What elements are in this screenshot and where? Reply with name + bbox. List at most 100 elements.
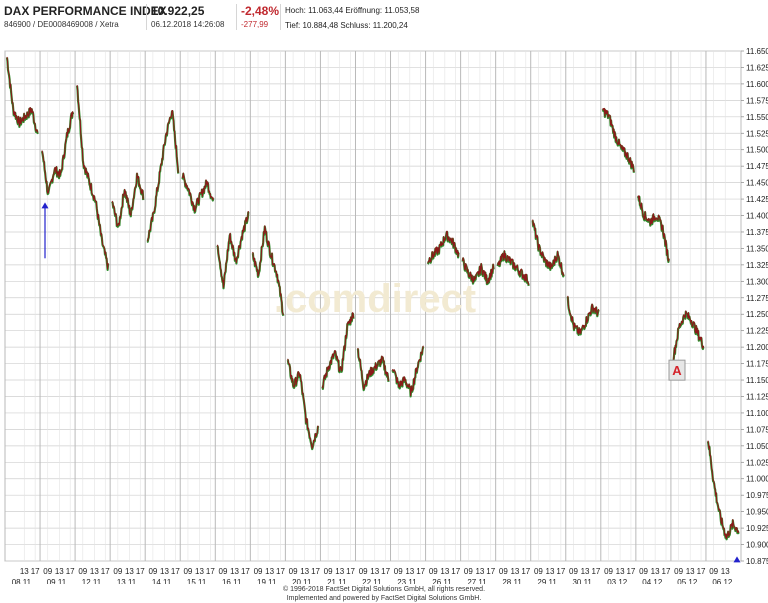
y-tick-label: 11.650 bbox=[746, 47, 768, 56]
y-tick-label: 11.550 bbox=[746, 113, 768, 122]
change-absolute: -277,99 bbox=[241, 20, 269, 29]
y-tick-label: 11.125 bbox=[746, 392, 768, 401]
date-tick-label: 29.11. bbox=[537, 578, 559, 584]
y-tick-label: 11.325 bbox=[746, 261, 768, 270]
series-segment-down bbox=[462, 257, 495, 284]
date-tick-label: 27.11. bbox=[467, 578, 489, 584]
event-marker-label: A bbox=[672, 363, 682, 378]
header-divider bbox=[146, 4, 147, 30]
instrument-block: DAX PERFORMANCE INDEX 846900 / DE0008469… bbox=[4, 4, 167, 31]
hour-tick-label: 17 bbox=[626, 567, 635, 576]
y-tick-label: 11.600 bbox=[746, 80, 768, 89]
series-segment-up bbox=[321, 312, 355, 390]
copyright-footer: © 1996-2018 FactSet Digital Solutions Gm… bbox=[0, 585, 768, 603]
blue-arrow-icon-head bbox=[733, 556, 741, 563]
y-tick-label: 11.100 bbox=[746, 409, 768, 418]
date-tick-label: 16.11. bbox=[222, 578, 244, 584]
series-segment-down bbox=[252, 225, 284, 316]
date-tick-label: 21.11. bbox=[327, 578, 349, 584]
series-segment-down bbox=[6, 56, 39, 133]
y-tick-label: 11.625 bbox=[746, 63, 768, 72]
hour-tick-label: 09 bbox=[359, 567, 368, 576]
last-price: 10.922,25 bbox=[151, 4, 205, 18]
series-segment-up bbox=[636, 195, 670, 263]
series-segment-down bbox=[216, 210, 249, 289]
hour-tick-label: 09 bbox=[78, 567, 87, 576]
hour-tick-label: 09 bbox=[709, 567, 718, 576]
date-tick-label: 08.11. bbox=[12, 578, 34, 584]
y-tick-label: 11.500 bbox=[746, 146, 768, 155]
y-tick-label: 11.275 bbox=[746, 294, 768, 303]
date-tick-label: 09.11. bbox=[47, 578, 69, 584]
hour-tick-label: 17 bbox=[136, 567, 145, 576]
y-tick-label: 11.050 bbox=[746, 442, 768, 451]
hour-tick-label: 17 bbox=[206, 567, 215, 576]
hour-tick-label: 13 bbox=[195, 567, 204, 576]
open-value: 11.053,58 bbox=[384, 6, 420, 15]
date-tick-label: 05.12. bbox=[677, 578, 699, 584]
series-segment-down bbox=[427, 230, 460, 264]
series-segment-up bbox=[566, 296, 600, 336]
y-tick-label: 11.025 bbox=[746, 458, 768, 467]
hour-tick-label: 13 bbox=[651, 567, 660, 576]
hour-tick-label: 17 bbox=[662, 567, 671, 576]
hour-tick-label: 13 bbox=[55, 567, 64, 576]
annotations: A bbox=[41, 202, 741, 563]
date-tick-label: 23.11. bbox=[397, 578, 419, 584]
hour-tick-label: 13 bbox=[405, 567, 414, 576]
series-segment-down bbox=[391, 345, 424, 397]
series-segment-down bbox=[497, 250, 530, 286]
hour-tick-label: 09 bbox=[43, 567, 52, 576]
hour-tick-label: 09 bbox=[394, 567, 403, 576]
hour-tick-label: 13 bbox=[230, 567, 239, 576]
hour-tick-label: 17 bbox=[346, 567, 355, 576]
price-block: 10.922,25 06.12.2018 14:26:08 bbox=[151, 4, 224, 31]
series-segment-down bbox=[146, 109, 179, 242]
hour-tick-label: 09 bbox=[464, 567, 473, 576]
y-tick-label: 11.575 bbox=[746, 96, 768, 105]
y-tick-label: 11.475 bbox=[746, 162, 768, 171]
series-segment-up bbox=[181, 172, 215, 214]
quote-header: DAX PERFORMANCE INDEX 846900 / DE0008469… bbox=[0, 0, 768, 36]
y-tick-label: 11.350 bbox=[746, 244, 768, 253]
y-tick-label: 11.075 bbox=[746, 425, 768, 434]
y-tick-label: 11.250 bbox=[746, 310, 768, 319]
hour-tick-label: 13 bbox=[160, 567, 169, 576]
watermark-text: .comdirect bbox=[274, 277, 476, 321]
high-label: Hoch: bbox=[285, 6, 306, 15]
hour-tick-label: 13 bbox=[510, 567, 519, 576]
series-segment-down bbox=[181, 172, 214, 213]
hour-tick-label: 17 bbox=[171, 567, 180, 576]
date-tick-label: 03.12. bbox=[607, 578, 629, 584]
header-divider bbox=[280, 4, 281, 30]
y-tick-label: 11.000 bbox=[746, 475, 768, 484]
y-tick-label: 11.175 bbox=[746, 360, 768, 369]
y-tick-label: 11.150 bbox=[746, 376, 768, 385]
date-tick-label: 28.11. bbox=[502, 578, 524, 584]
date-tick-label: 15.11. bbox=[187, 578, 209, 584]
series-segment-up bbox=[76, 85, 110, 271]
header-divider bbox=[236, 4, 237, 30]
hour-tick-label: 17 bbox=[416, 567, 425, 576]
hour-tick-label: 13 bbox=[265, 567, 274, 576]
grid-layer bbox=[4, 50, 742, 562]
hour-tick-label: 09 bbox=[183, 567, 192, 576]
y-axis: 11.650 11.625 11.600 11.575 11.550 11.525 11.5… bbox=[741, 47, 768, 566]
date-tick-label: 12.11. bbox=[82, 578, 104, 584]
date-tick-label: 19.11. bbox=[257, 578, 279, 584]
date-tick-label: 04.12. bbox=[642, 578, 664, 584]
series-segment-down bbox=[41, 111, 74, 194]
hour-tick-label: 09 bbox=[569, 567, 578, 576]
hour-tick-label: 13 bbox=[20, 567, 29, 576]
hour-tick-label: 13 bbox=[475, 567, 484, 576]
hour-tick-label: 17 bbox=[31, 567, 40, 576]
y-tick-label: 11.375 bbox=[746, 228, 768, 237]
hour-tick-label: 09 bbox=[219, 567, 228, 576]
hour-tick-label: 09 bbox=[148, 567, 157, 576]
hour-tick-label: 17 bbox=[697, 567, 706, 576]
series-segment-down bbox=[602, 107, 635, 173]
series-segment-down bbox=[672, 310, 705, 364]
low-label: Tief: bbox=[285, 21, 301, 30]
hour-tick-label: 09 bbox=[324, 567, 333, 576]
date-tick-label: 26.11. bbox=[432, 578, 454, 584]
